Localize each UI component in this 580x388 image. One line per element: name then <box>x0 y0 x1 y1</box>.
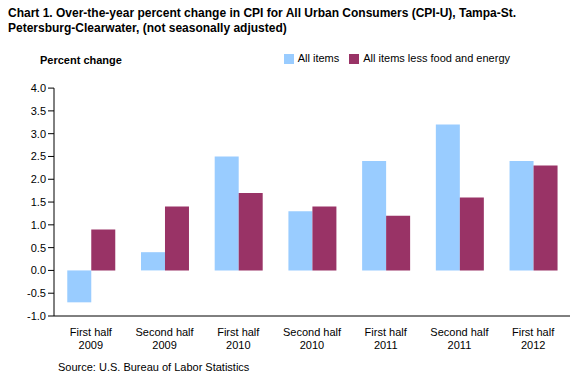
html-text:All items: All items <box>297 52 340 64</box>
html-text:Chart 1. Over-the-year percent: Chart 1. Over-the-year percent change in… <box>8 6 517 35</box>
svg-text:Second half2011: Second half2011 <box>430 326 489 351</box>
svg-text:3.0: 3.0 <box>31 128 46 140</box>
svg-text:4.0: 4.0 <box>31 82 46 94</box>
svg-text:0.5: 0.5 <box>31 242 46 254</box>
svg-text:Second half2010: Second half2010 <box>283 326 342 351</box>
svg-text:3.5: 3.5 <box>31 105 46 117</box>
svg-text:0.0: 0.0 <box>31 264 46 276</box>
svg-text:First half2009: First half2009 <box>70 326 113 351</box>
html-text:Percent change: Percent change <box>40 54 122 66</box>
svg-text:2.0: 2.0 <box>31 173 46 185</box>
svg-text:1.0: 1.0 <box>31 219 46 231</box>
html-text:Source: U.S. Bureau of Labor S: Source: U.S. Bureau of Labor Statistics <box>58 361 250 373</box>
svg-text:1.5: 1.5 <box>31 196 46 208</box>
svg-text:First half2012: First half2012 <box>512 326 555 351</box>
svg-text:-0.5: -0.5 <box>27 287 46 299</box>
svg-text:2.5: 2.5 <box>31 150 46 162</box>
svg-text:First half2011: First half2011 <box>365 326 408 351</box>
svg-text:-1.0: -1.0 <box>27 310 46 322</box>
svg-text:First half2010: First half2010 <box>217 326 260 351</box>
html-text:All items less food and energy: All items less food and energy <box>363 52 510 64</box>
svg-text:Second half2009: Second half2009 <box>136 326 195 351</box>
